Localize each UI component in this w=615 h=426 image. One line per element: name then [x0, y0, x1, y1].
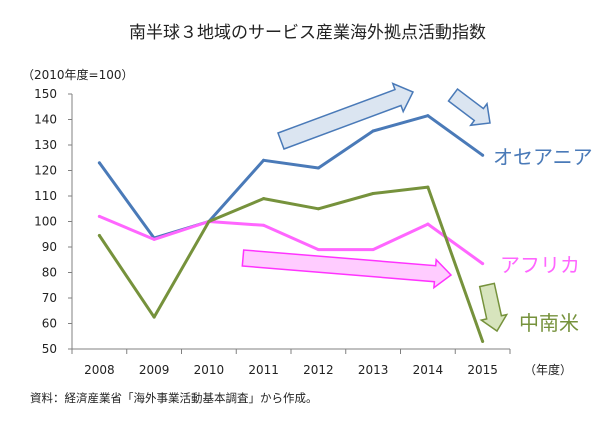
- data-point-oceania: [426, 114, 430, 118]
- data-point-oceania: [481, 153, 485, 157]
- africa-down-arrow: [241, 249, 453, 290]
- data-point-africa: [481, 262, 485, 266]
- x-tick-label: 2012: [303, 363, 334, 377]
- series-label-africa: アフリカ: [500, 253, 580, 277]
- x-tick-label: 2009: [139, 363, 170, 377]
- y-tick-label: 90: [42, 240, 57, 254]
- source-note: 資料：経済産業省「海外事業活動基本調査」から作成。: [30, 391, 318, 405]
- data-point-latin-america: [97, 234, 101, 238]
- y-tick-label: 150: [34, 87, 57, 101]
- data-point-africa: [371, 248, 375, 252]
- series-line-latin-america: [97, 185, 485, 343]
- data-point-latin-america: [371, 191, 375, 195]
- y-tick-label: 120: [34, 164, 57, 178]
- data-point-africa: [152, 237, 156, 241]
- data-point-africa: [426, 222, 430, 226]
- chart-title: 南半球３地域のサービス産業海外拠点活動指数: [129, 23, 486, 43]
- y-axis-unit-label: （2010年度=100）: [22, 68, 134, 82]
- data-point-latin-america: [207, 220, 211, 223]
- oceania-down-arrow: [447, 87, 491, 127]
- data-point-oceania: [371, 129, 375, 133]
- oceania-up-arrow: [277, 82, 415, 150]
- y-tick-label: 80: [42, 266, 57, 280]
- data-point-africa: [262, 223, 266, 227]
- data-point-latin-america: [262, 197, 266, 201]
- x-tick-label: 2015: [467, 363, 498, 377]
- data-point-oceania: [262, 158, 266, 162]
- x-tick-label: 2010: [194, 363, 225, 377]
- data-point-africa: [316, 248, 320, 252]
- data-point-africa: [97, 214, 101, 218]
- y-tick-label: 70: [42, 291, 57, 305]
- series-line-africa: [97, 214, 485, 266]
- data-point-latin-america: [152, 315, 156, 319]
- y-tick-label: 130: [34, 138, 57, 152]
- y-tick-label: 110: [34, 189, 57, 203]
- y-tick-label: 100: [34, 215, 57, 229]
- x-tick-label: 2014: [413, 363, 444, 377]
- data-point-latin-america: [481, 339, 485, 343]
- series-label-oceania: オセアニア: [493, 145, 593, 169]
- data-point-oceania: [97, 161, 101, 165]
- x-tick-label: 2013: [358, 363, 389, 377]
- y-tick-label: 60: [42, 317, 57, 331]
- y-tick-label: 50: [42, 342, 57, 356]
- data-point-latin-america: [426, 185, 430, 189]
- x-tick-label: 2011: [248, 363, 279, 377]
- data-point-latin-america: [316, 207, 320, 211]
- latin-america-down-arrow: [478, 282, 509, 333]
- series-label-latin-america: 中南米: [519, 311, 579, 335]
- x-tick-label: 2008: [84, 363, 115, 377]
- y-tick-label: 140: [34, 113, 57, 127]
- x-axis-label: （年度）: [524, 362, 572, 377]
- data-point-oceania: [316, 166, 320, 170]
